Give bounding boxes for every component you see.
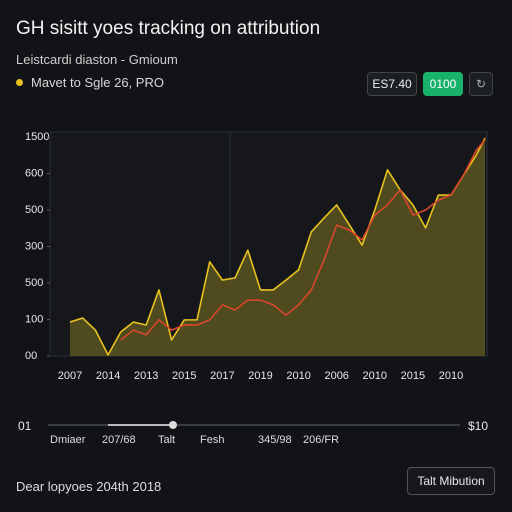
legend-swatch (16, 79, 23, 86)
slider-label: Fesh (200, 434, 225, 446)
x-tick-label: 2007 (58, 370, 82, 380)
y-tick-label: 00 (25, 350, 37, 362)
chart: 00 100 500 300 500 600 1500 2007 2014 2013 2015 201… (25, 131, 488, 380)
slider-label: Talt (158, 434, 176, 446)
slider-label: 207/68 (102, 434, 136, 446)
slider-label: 345/98 (258, 434, 292, 446)
slider[interactable] (40, 418, 460, 432)
x-tick-label: 2006 (324, 370, 348, 380)
attribution-button[interactable]: Talt Mibution (407, 467, 495, 495)
price-button[interactable]: ES7.40 (367, 72, 417, 96)
y-tick-label: 300 (25, 240, 43, 252)
legend-label: Mavet to Sgle 26, PRO (31, 75, 164, 90)
slider-label: Dmiaer (50, 434, 86, 446)
slider-max: $10 (468, 419, 489, 433)
slider-label: 206/FR (303, 434, 340, 446)
slider-min: 01 (18, 419, 32, 433)
y-tick-label: 1500 (25, 131, 49, 143)
refresh-button[interactable]: ↻ (469, 72, 493, 96)
legend: Mavet to Sgle 26, PRO (16, 75, 164, 90)
x-tick-label: 2010 (363, 370, 387, 380)
y-tick-label: 100 (25, 313, 43, 325)
slider-handle[interactable] (169, 421, 177, 429)
x-tick-label: 2017 (210, 370, 234, 380)
x-tick-label: 2010 (286, 370, 310, 380)
subtitle: Leistcardi diaston - Gmioum (16, 52, 178, 67)
x-tick-label: 2014 (96, 370, 120, 380)
area (70, 138, 485, 356)
y-tick-label: 600 (25, 167, 43, 179)
line (120, 139, 486, 341)
x-tick-label: 2015 (172, 370, 196, 380)
x-tick-label: 2015 (401, 370, 425, 380)
x-tick-label: 2019 (248, 370, 272, 380)
y-tick-label: 500 (25, 204, 43, 216)
line (69, 137, 486, 356)
footer-text: Dear lopyoes 204th 2018 (16, 479, 162, 494)
x-tick-label: 2013 (134, 370, 158, 380)
x-tick-label: 2010 (439, 370, 463, 380)
action-button[interactable]: 0100 (423, 72, 463, 96)
title: GH sisitt yoes tracking on attribution (16, 18, 321, 39)
y-tick-label: 500 (25, 277, 43, 289)
